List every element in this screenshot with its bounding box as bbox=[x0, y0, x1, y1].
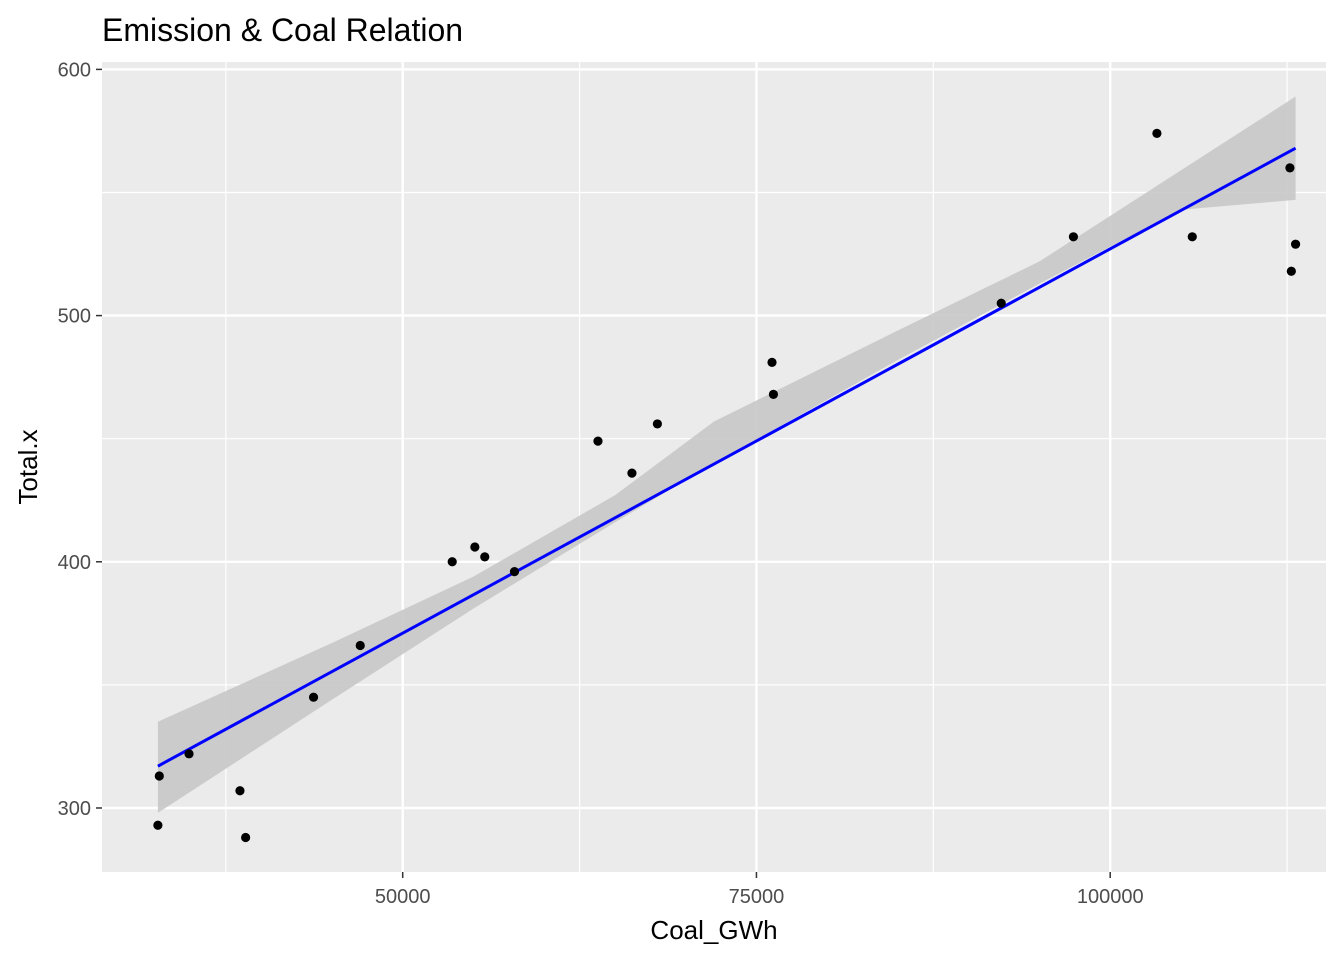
data-point bbox=[768, 389, 779, 399]
data-point bbox=[1152, 128, 1162, 138]
data-point bbox=[996, 298, 1006, 308]
y-tick-label: 600 bbox=[58, 59, 91, 81]
data-points bbox=[153, 128, 1301, 843]
data-point bbox=[470, 542, 480, 552]
major-gridlines bbox=[102, 62, 1326, 872]
data-point bbox=[184, 749, 194, 759]
x-axis-label: Coal_GWh bbox=[650, 915, 777, 945]
data-point bbox=[1286, 266, 1296, 276]
data-point bbox=[355, 640, 365, 651]
chart-title: Emission & Coal Relation bbox=[102, 12, 463, 48]
data-point bbox=[480, 552, 490, 562]
data-point bbox=[767, 357, 777, 367]
data-point bbox=[593, 436, 603, 446]
y-tick-label: 300 bbox=[58, 798, 91, 820]
x-tick-label: 100000 bbox=[1077, 886, 1144, 908]
data-point bbox=[509, 567, 520, 577]
confidence-band bbox=[157, 96, 1296, 813]
data-point bbox=[1187, 232, 1197, 242]
x-tick-label: 75000 bbox=[729, 886, 785, 908]
y-axis-ticks: 300 400 500 600 bbox=[58, 59, 102, 820]
data-point bbox=[1068, 232, 1079, 242]
data-point bbox=[447, 557, 457, 567]
data-point bbox=[308, 692, 319, 702]
plot-panel bbox=[102, 62, 1326, 872]
data-point bbox=[627, 468, 637, 478]
data-point bbox=[652, 419, 662, 429]
y-tick-label: 400 bbox=[58, 552, 91, 574]
data-point bbox=[241, 832, 251, 843]
data-point bbox=[154, 771, 164, 781]
y-axis-label: Total.x bbox=[13, 429, 43, 504]
data-point bbox=[153, 820, 163, 830]
data-point bbox=[1285, 163, 1295, 173]
data-point bbox=[1290, 239, 1301, 249]
x-axis-ticks: 50000 75000 100000 bbox=[375, 872, 1144, 908]
regression-line bbox=[157, 146, 1297, 768]
data-point bbox=[235, 786, 245, 796]
x-tick-label: 50000 bbox=[375, 886, 431, 908]
y-tick-label: 500 bbox=[58, 306, 91, 328]
